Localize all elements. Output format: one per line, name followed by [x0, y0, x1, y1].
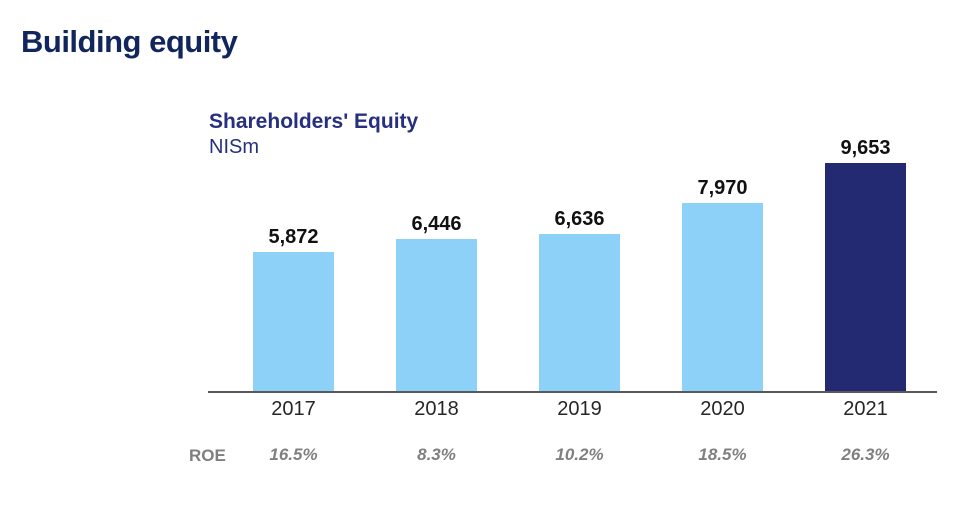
roe-value: 10.2% — [555, 445, 604, 464]
roe-row-label: ROE — [189, 446, 226, 465]
bar-value-label: 6,446 — [411, 213, 462, 235]
bar-2020 — [682, 203, 763, 391]
x-axis-line — [208, 391, 937, 393]
bar-value-label: 9,653 — [840, 137, 891, 159]
bar-column-2020: 7,970 — [651, 177, 794, 391]
bar-2019 — [539, 234, 620, 391]
bar-2021 — [825, 163, 906, 391]
bar-value-label: 6,636 — [554, 208, 605, 230]
bar-column-2017: 5,872 — [222, 226, 365, 391]
x-axis-label: 2019 — [557, 398, 602, 420]
x-axis-label: 2018 — [414, 398, 459, 420]
bar-column-2018: 6,446 — [365, 213, 508, 391]
chart-unit-label: NISm — [209, 136, 259, 158]
roe-value: 8.3% — [417, 445, 456, 464]
x-axis-labels: 2017 2018 2019 2020 2021 — [222, 398, 937, 421]
bar-chart-plot-area: 5,872 6,446 6,636 7,970 9,653 — [222, 131, 937, 391]
chart-title: Shareholders' Equity — [209, 110, 419, 133]
page-title: Building equity — [21, 24, 238, 59]
bar-value-label: 5,872 — [268, 226, 319, 248]
roe-values-row: 16.5% 8.3% 10.2% 18.5% 26.3% — [222, 445, 937, 465]
bar-value-label: 7,970 — [697, 177, 748, 199]
bar-column-2021: 9,653 — [794, 137, 937, 391]
x-axis-label: 2017 — [271, 398, 316, 420]
bar-2017 — [253, 252, 334, 391]
bar-column-2019: 6,636 — [508, 208, 651, 391]
roe-value: 16.5% — [269, 445, 318, 464]
roe-value: 18.5% — [698, 445, 747, 464]
roe-value: 26.3% — [841, 445, 890, 464]
x-axis-label: 2020 — [700, 398, 745, 420]
bar-2018 — [396, 239, 477, 391]
x-axis-label: 2021 — [843, 398, 888, 420]
